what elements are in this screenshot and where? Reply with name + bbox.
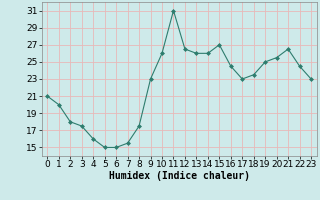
X-axis label: Humidex (Indice chaleur): Humidex (Indice chaleur)	[109, 171, 250, 181]
